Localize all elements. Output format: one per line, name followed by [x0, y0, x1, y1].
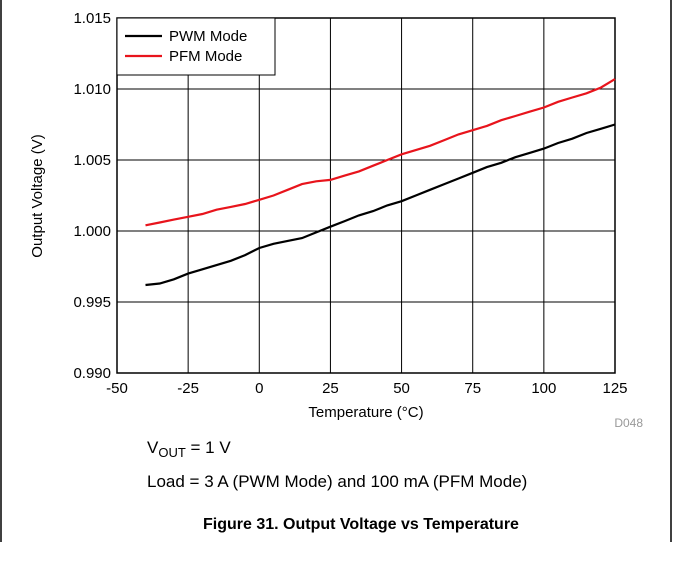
- x-tick-label: 0: [255, 380, 263, 397]
- plot-border: [116, 17, 616, 374]
- y-tick-label: 1.005: [73, 152, 111, 169]
- legend-label: PFM Mode: [169, 48, 242, 65]
- x-tick-label: 125: [602, 380, 627, 397]
- x-tick-label: 100: [531, 380, 556, 397]
- x-tick-label: 25: [322, 380, 339, 397]
- series-line: [145, 78, 616, 227]
- figure-code: D048: [614, 416, 643, 430]
- y-tick-label: 0.990: [73, 365, 111, 382]
- note-load: Load = 3 A (PWM Mode) and 100 mA (PFM Mo…: [147, 472, 527, 491]
- y-tick-label: 0.995: [73, 294, 111, 311]
- x-axis-label: Temperature (°C): [308, 404, 423, 421]
- legend-box: [116, 17, 276, 76]
- caption: Figure 31. Output Voltage vs Temperature: [203, 516, 519, 533]
- x-tick-label: -25: [177, 380, 199, 397]
- series-line: [145, 123, 616, 287]
- note-vout: VOUT = 1 V: [147, 438, 231, 460]
- legend: PWM Mode PFM Mode: [116, 17, 276, 76]
- y-tick-label: 1.010: [73, 81, 111, 98]
- y-tick-label: 1.000: [73, 223, 111, 240]
- legend-label: PWM Mode: [169, 28, 247, 45]
- x-tick-label: -50: [106, 380, 128, 397]
- x-tick-label: 50: [393, 380, 410, 397]
- x-tick-label: 75: [464, 380, 481, 397]
- y-tick-label: 1.015: [73, 10, 111, 27]
- y-axis-label: Output Voltage (V): [29, 134, 46, 257]
